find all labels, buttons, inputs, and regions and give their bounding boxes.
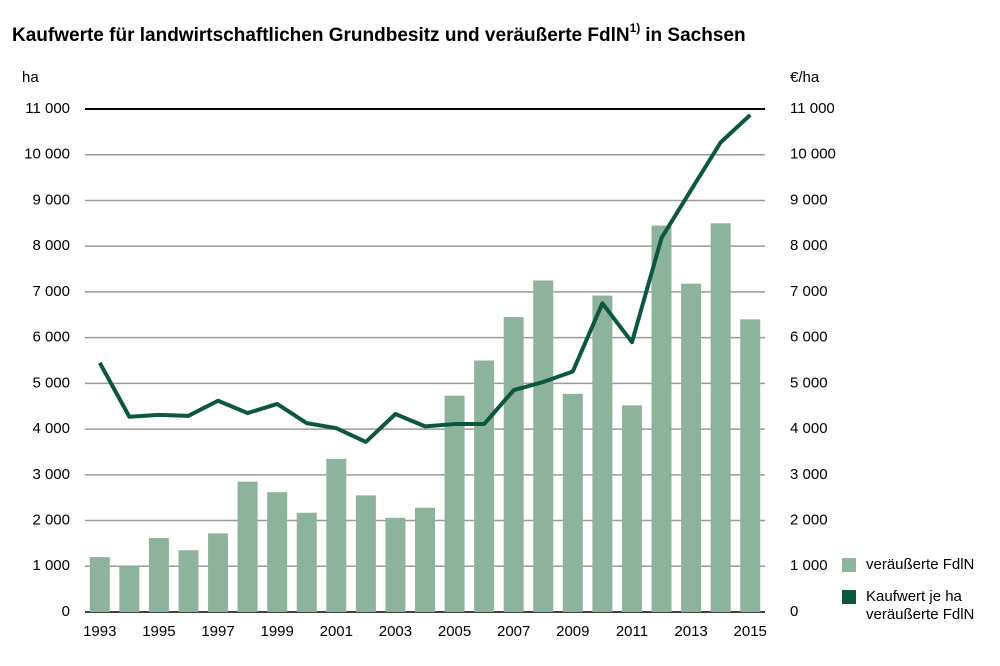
line: [98, 113, 752, 444]
legend-label: Kaufwert je ha veräußerte FdlN: [866, 588, 975, 623]
bar: [533, 280, 554, 612]
bar: [119, 566, 140, 612]
legend-swatch: [842, 558, 856, 572]
bar: [562, 393, 583, 612]
x-tick-label: 2001: [320, 623, 353, 640]
x-tick-label: 1993: [83, 623, 116, 640]
y2-tick-label: 11 000: [790, 100, 835, 117]
x-tick-label: 1999: [260, 623, 293, 640]
y2-tick-label: 2 000: [790, 512, 828, 529]
y-axis-label: ha: [22, 69, 39, 86]
y2-tick-label: 10 000: [790, 146, 836, 163]
bar: [385, 517, 406, 612]
bar: [503, 317, 524, 612]
legend-entry: Kaufwert je ha veräußerte FdlN: [842, 588, 996, 624]
y2-tick-label: 9 000: [790, 191, 828, 208]
bar: [681, 283, 702, 612]
x-tick-label: 2013: [674, 623, 707, 640]
y2-tick-label: 7 000: [790, 283, 828, 300]
legend-label: veräußerte FdlN: [866, 556, 975, 573]
y2-tick-label: 3 000: [790, 466, 828, 483]
y-tick-label: 8 000: [32, 237, 70, 254]
y-tick-label: 10 000: [24, 146, 70, 163]
y-tick-label: 0: [62, 603, 70, 620]
y2-tick-label: 4 000: [790, 420, 828, 437]
y-tick-label: 9 000: [32, 191, 70, 208]
legend-swatch: [842, 590, 856, 604]
y-tick-label: 2 000: [32, 512, 70, 529]
bar: [178, 550, 199, 612]
bar: [621, 405, 642, 612]
y2-tick-label: 6 000: [790, 329, 828, 346]
bar: [296, 512, 317, 612]
bar: [415, 507, 435, 612]
x-tick-label: 2009: [556, 623, 589, 640]
y2-tick-label: 8 000: [790, 237, 828, 254]
bar: [592, 295, 613, 612]
x-tick-label: 2003: [379, 623, 412, 640]
bar: [355, 495, 376, 612]
bar: [267, 492, 288, 612]
y-tick-label: 11 000: [25, 100, 70, 117]
bar: [710, 223, 731, 612]
x-tick-label: 2007: [497, 623, 530, 640]
y-tick-label: 6 000: [32, 329, 70, 346]
y2-tick-label: 1 000: [790, 557, 828, 574]
bar: [326, 458, 347, 612]
x-tick-label: 1995: [142, 623, 175, 640]
bar: [444, 395, 465, 612]
y-tick-label: 5 000: [32, 374, 70, 391]
chart-title: Kaufwerte für landwirtschaftlichen Grund…: [12, 21, 746, 46]
y2-tick-label: 0: [790, 603, 798, 620]
bar: [208, 533, 229, 612]
y-tick-label: 3 000: [32, 466, 70, 483]
bar: [740, 319, 761, 612]
legend-entry: veräußerte FdlN: [842, 556, 996, 574]
x-tick-label: 2005: [438, 623, 471, 640]
y-tick-label: 1 000: [32, 557, 70, 574]
y2-tick-label: 5 000: [790, 374, 828, 391]
bar: [89, 557, 110, 612]
x-tick-label: 2011: [616, 623, 648, 640]
y2-axis-label: €/ha: [790, 69, 820, 86]
bar: [474, 360, 495, 612]
bar: [148, 537, 169, 612]
bar: [237, 481, 258, 612]
x-tick-label: 1997: [201, 623, 234, 640]
x-tick-label: 2015: [734, 623, 767, 640]
y-tick-label: 4 000: [32, 420, 70, 437]
bar: [651, 225, 672, 612]
y-tick-label: 7 000: [32, 283, 70, 300]
